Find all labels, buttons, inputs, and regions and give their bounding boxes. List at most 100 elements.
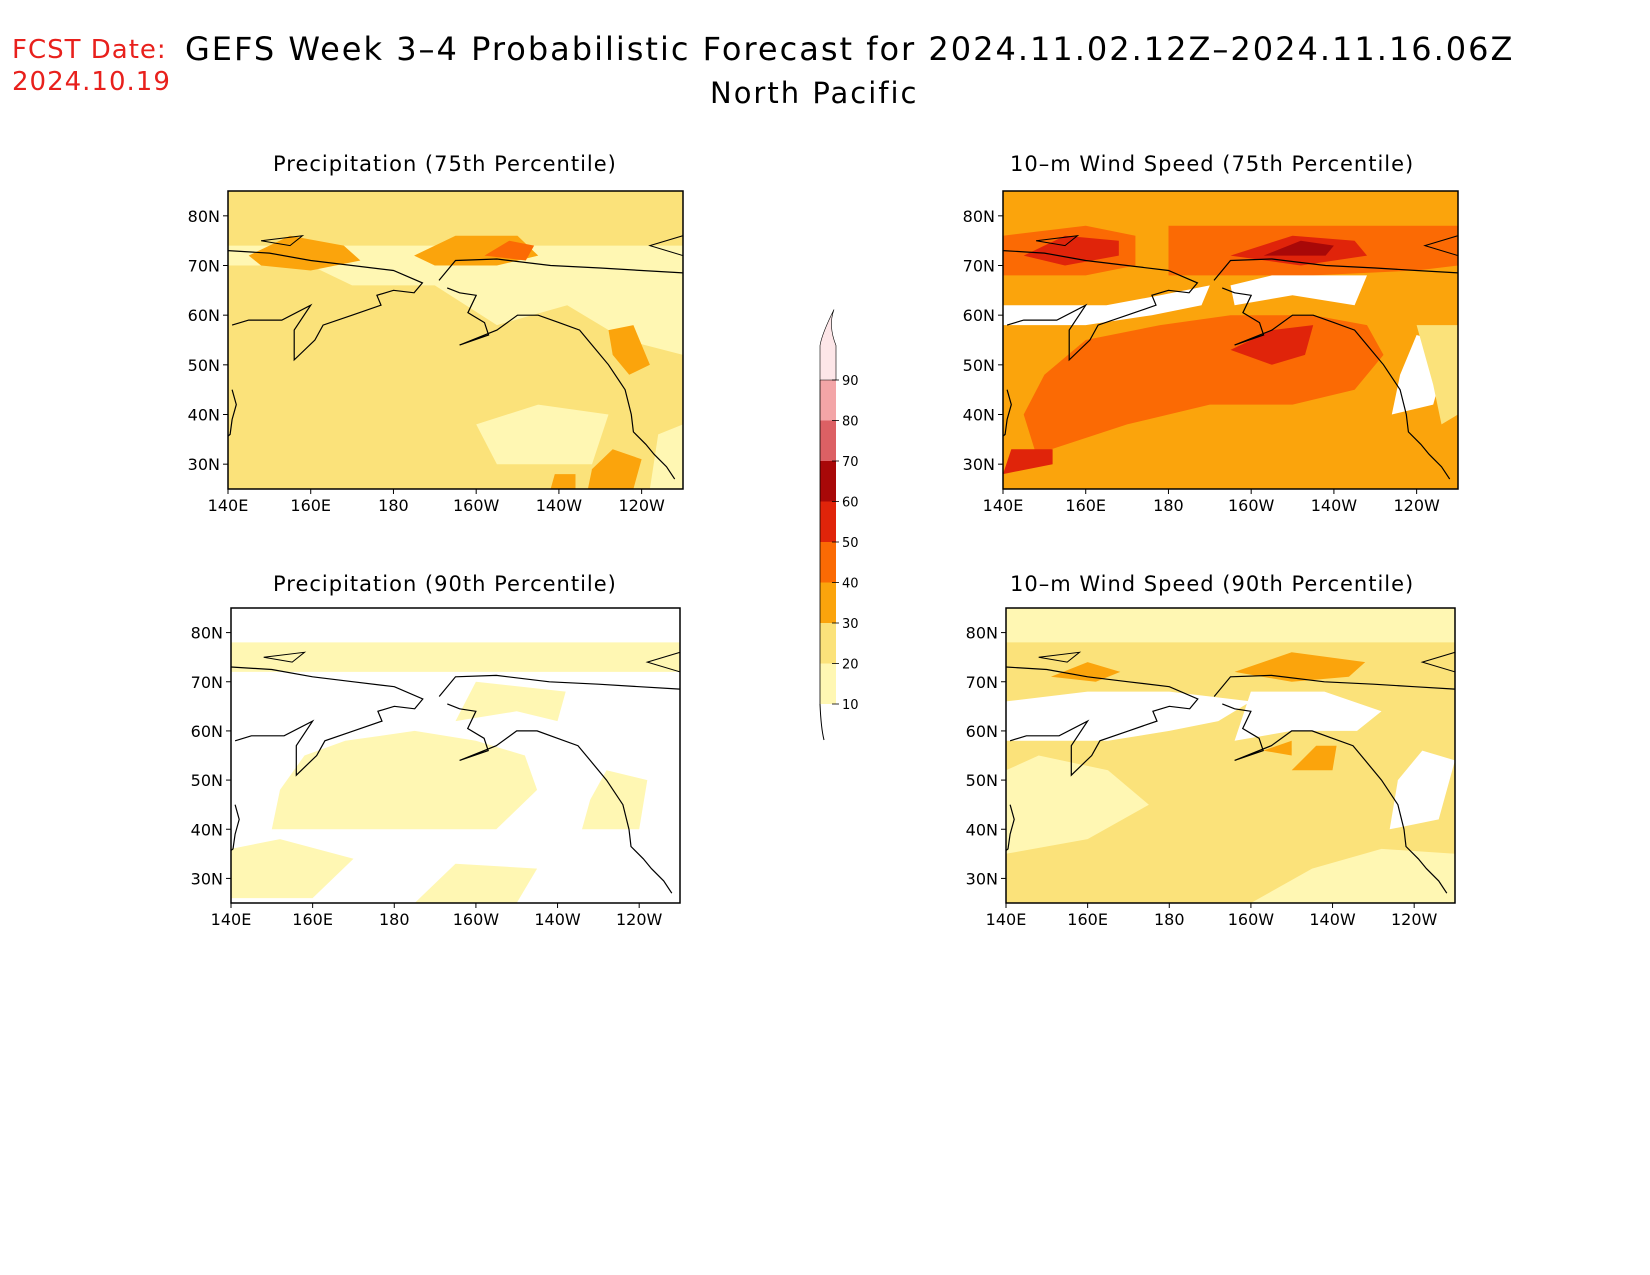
- lon-label: 180: [1154, 910, 1185, 929]
- coastline: [231, 666, 424, 777]
- panel-title-wind75: 10–m Wind Speed (75th Percentile): [1010, 152, 1415, 176]
- field-region: [1003, 285, 1210, 326]
- lon-label: 160W: [453, 910, 500, 929]
- lon-label: 120W: [616, 910, 663, 929]
- lon-label: 140W: [1311, 496, 1358, 515]
- field-region: [1416, 325, 1458, 425]
- lon-label: 160W: [1228, 496, 1275, 515]
- field-region: [1230, 325, 1314, 365]
- colorbar-segment: [820, 623, 836, 664]
- island-outline: [1038, 651, 1082, 663]
- panel-title-precip90: Precipitation (90th Percentile): [273, 572, 617, 596]
- lat-label: 30N: [963, 455, 995, 474]
- lat-label: 80N: [188, 207, 220, 226]
- forecast-date-value: 2024.10.19: [12, 67, 171, 97]
- colorbar-segment: [820, 582, 836, 623]
- coastline: [1222, 703, 1448, 894]
- coastline: [1213, 674, 1455, 697]
- panel-title-precip75: Precipitation (75th Percentile): [273, 152, 617, 176]
- field-region: [587, 449, 642, 489]
- lon-label: 120W: [1393, 496, 1440, 515]
- lat-label: 30N: [966, 869, 998, 888]
- lat-label: 70N: [191, 673, 223, 692]
- field-region: [484, 240, 535, 261]
- map-field-precip75: [228, 191, 683, 489]
- lat-label: 70N: [188, 257, 220, 276]
- colorbar-segment: [819, 309, 837, 381]
- coastline: [438, 674, 680, 697]
- map-panel-wind90: 80N 70N 60N 50N 40N 30N 140E 160E 180 160W 140W 120…: [966, 607, 1456, 929]
- lon-label: 120W: [1391, 910, 1438, 929]
- colorbar-label: 10: [842, 698, 859, 713]
- coastline: [1213, 258, 1458, 281]
- field-region: [1250, 848, 1455, 903]
- island-outline: [1036, 234, 1080, 247]
- lat-label: 50N: [191, 771, 223, 790]
- field-region: [1006, 691, 1251, 741]
- coastline: [447, 703, 673, 894]
- island-outline: [263, 651, 307, 663]
- coastline: [1003, 250, 1199, 362]
- panel-title-wind90: 10–m Wind Speed (90th Percentile): [1010, 572, 1415, 596]
- lon-label: 160E: [1065, 496, 1106, 515]
- coastline: [228, 389, 237, 437]
- colorbar-label: 20: [842, 658, 859, 673]
- island-outline: [645, 651, 680, 673]
- lon-label: 140E: [983, 496, 1024, 515]
- map-panel-wind75: 80N 70N 60N 50N 40N 30N 140E 160E 180 160W 140W 120…: [963, 190, 1459, 515]
- field-region: [228, 191, 683, 246]
- lon-label: 160E: [1067, 910, 1108, 929]
- colorbar-bottom-cap: [819, 703, 825, 741]
- field-region: [231, 642, 680, 672]
- lat-label: 60N: [188, 306, 220, 325]
- lat-label: 50N: [188, 356, 220, 375]
- colorbar-label: 90: [842, 374, 859, 389]
- map-panel-precip90: 80N 70N 60N 50N 40N 30N 140E 160E 180 160W 140W 120…: [191, 607, 681, 929]
- lat-label: 80N: [963, 207, 995, 226]
- colorbar-label: 60: [842, 496, 859, 511]
- coastline: [1006, 804, 1015, 852]
- colorbar-label: 40: [842, 577, 859, 592]
- field-region: [582, 770, 648, 830]
- map-field-wind90: [1006, 608, 1455, 903]
- coastline: [1003, 389, 1012, 437]
- lat-label: 40N: [963, 406, 995, 425]
- field-region: [1050, 662, 1121, 682]
- field-region: [1006, 755, 1149, 854]
- field-region: [1234, 652, 1366, 682]
- map-frame: [227, 190, 684, 490]
- colorbar-segment: [820, 380, 836, 421]
- colorbar-label: 70: [842, 455, 859, 470]
- lat-label: 30N: [191, 869, 223, 888]
- field-region: [1263, 740, 1292, 756]
- map-frame: [230, 607, 681, 904]
- page-title: GEFS Week 3–4 Probabilistic Forecast for…: [185, 30, 1515, 68]
- lat-label: 60N: [966, 722, 998, 741]
- lon-label: 160W: [453, 496, 500, 515]
- field-region: [414, 863, 538, 903]
- field-region: [649, 424, 683, 489]
- lon-label: 180: [379, 910, 410, 929]
- field-region: [455, 681, 566, 722]
- field-region: [1006, 608, 1455, 643]
- lat-label: 60N: [963, 306, 995, 325]
- map-frame: [1005, 607, 1456, 904]
- lon-label: 140W: [534, 910, 581, 929]
- lon-label: 140E: [986, 910, 1027, 929]
- map-field-wind75: [1003, 191, 1458, 489]
- lat-label: 50N: [966, 771, 998, 790]
- map-frame: [1002, 190, 1459, 490]
- map-field-precip90: [231, 608, 680, 903]
- lon-label: 160E: [290, 496, 331, 515]
- lon-label: 160E: [292, 910, 333, 929]
- forecast-date-label: FCST Date:: [12, 35, 167, 65]
- field-region: [1023, 235, 1119, 266]
- island-outline: [1420, 651, 1455, 673]
- field-region: [1003, 449, 1053, 475]
- colorbar-segment: [820, 542, 836, 583]
- lat-label: 50N: [963, 356, 995, 375]
- island-outline: [261, 234, 305, 247]
- lon-label: 140E: [211, 910, 252, 929]
- lon-label: 120W: [618, 496, 665, 515]
